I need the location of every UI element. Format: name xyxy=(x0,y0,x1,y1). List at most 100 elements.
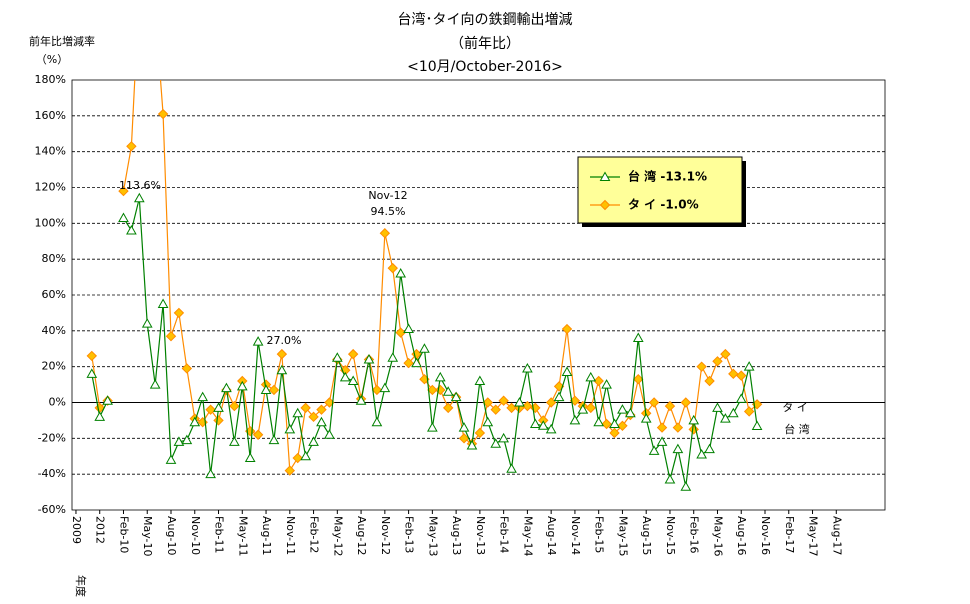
point xyxy=(498,395,509,406)
point xyxy=(640,413,652,423)
legend-marker xyxy=(599,199,611,211)
y-tick-label: 100% xyxy=(35,216,66,229)
point xyxy=(86,350,98,362)
point xyxy=(474,427,486,439)
point xyxy=(126,224,137,235)
y-tick-label: 160% xyxy=(35,109,66,122)
x-tick-label: May-12 xyxy=(331,516,344,557)
point xyxy=(482,397,494,408)
point xyxy=(165,454,177,464)
y-tick-label: 80% xyxy=(42,252,66,265)
point xyxy=(577,404,589,414)
point xyxy=(347,375,359,385)
point xyxy=(371,416,383,427)
point xyxy=(300,450,311,461)
point xyxy=(379,227,391,239)
point xyxy=(601,418,612,430)
x-tick-label: Aug-15 xyxy=(640,516,653,555)
x-axis-note: 年度 xyxy=(74,575,88,597)
x-tick-label: Aug-17 xyxy=(830,516,843,555)
point xyxy=(292,452,303,464)
x-tick-label: Feb-15 xyxy=(593,516,606,553)
x-tick-label: Nov-12 xyxy=(379,516,392,555)
point xyxy=(157,108,169,120)
x-tick-label: Feb-16 xyxy=(688,516,701,553)
point xyxy=(276,348,288,360)
point xyxy=(672,422,684,433)
x-tick-label: May-11 xyxy=(236,516,249,557)
x-tick-label: Feb-12 xyxy=(308,516,321,553)
x-tick-label: Aug-12 xyxy=(355,516,368,555)
point xyxy=(585,402,596,414)
point xyxy=(727,407,739,418)
point xyxy=(561,366,573,377)
point xyxy=(395,327,406,338)
point xyxy=(704,375,715,387)
point xyxy=(720,348,731,360)
x-tick-label: Nov-13 xyxy=(474,516,487,555)
point xyxy=(648,397,660,408)
point xyxy=(387,262,398,274)
point xyxy=(593,416,605,427)
point xyxy=(189,416,201,427)
point xyxy=(680,481,692,491)
point xyxy=(648,445,660,455)
point xyxy=(609,418,620,428)
point xyxy=(118,185,129,197)
y-tick-label: -60% xyxy=(38,503,66,516)
point xyxy=(458,422,470,432)
point xyxy=(387,352,399,362)
x-tick-label: 2009 xyxy=(70,516,83,544)
point xyxy=(427,384,438,396)
x-tick-label: May-15 xyxy=(616,516,629,557)
point xyxy=(268,434,280,445)
point xyxy=(435,384,446,396)
point xyxy=(569,414,581,425)
point xyxy=(522,362,533,373)
point xyxy=(213,402,224,412)
point xyxy=(537,420,549,430)
point xyxy=(656,422,668,433)
point xyxy=(173,436,185,446)
point xyxy=(331,352,343,362)
point xyxy=(252,429,264,440)
end-label: 台 湾 xyxy=(784,422,810,436)
point xyxy=(268,384,280,396)
point xyxy=(522,400,533,412)
point xyxy=(379,382,391,393)
point xyxy=(482,416,494,427)
point xyxy=(617,420,628,431)
point xyxy=(229,436,240,446)
point xyxy=(157,298,169,308)
point xyxy=(506,463,517,473)
point xyxy=(229,400,240,412)
point xyxy=(553,391,565,402)
x-tick-label: Aug-16 xyxy=(735,516,748,555)
point xyxy=(736,370,747,381)
point xyxy=(94,411,106,421)
x-tick-label: Nov-11 xyxy=(284,516,297,555)
legend-label: タ イ -1.0% xyxy=(628,198,699,212)
y-tick-label: 20% xyxy=(42,360,66,373)
x-tick-label: Nov-15 xyxy=(664,516,677,555)
point xyxy=(300,402,311,414)
end-label: タ イ xyxy=(782,401,808,414)
point xyxy=(688,414,700,425)
point xyxy=(561,323,573,335)
point xyxy=(466,439,478,450)
point xyxy=(141,318,153,328)
point xyxy=(284,423,296,434)
point xyxy=(355,395,367,405)
point xyxy=(244,452,256,463)
point xyxy=(609,427,620,439)
point xyxy=(118,212,129,222)
annotation: Nov-12 xyxy=(368,189,407,202)
point xyxy=(86,368,98,378)
x-tick-label: Nov-16 xyxy=(759,516,772,555)
point xyxy=(252,336,264,346)
point xyxy=(632,332,644,342)
x-tick-label: May-16 xyxy=(711,516,724,557)
point xyxy=(236,380,248,391)
point xyxy=(276,364,288,375)
